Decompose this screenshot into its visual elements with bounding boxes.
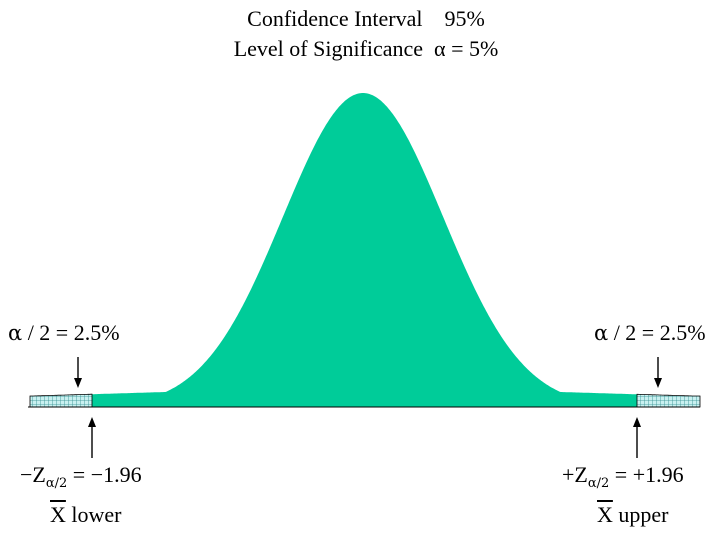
acceptance-region — [92, 93, 637, 407]
right-tail-area-text: / 2 = 2.5% — [608, 320, 706, 345]
z-subscript: α/2 — [45, 476, 68, 491]
x-lower-word: lower — [65, 502, 122, 527]
right-area-arrow — [654, 357, 662, 388]
x-upper-word: upper — [612, 502, 669, 527]
right-tail-area-label: α / 2 = 2.5% — [594, 320, 706, 346]
x-bar-symbol: X — [50, 502, 66, 527]
x-upper-label: X upper — [597, 502, 668, 528]
left-rejection-tail — [29, 393, 93, 408]
left-tail-area-text: / 2 = 2.5% — [22, 320, 120, 345]
title-line-1: Confidence Interval 95% — [247, 6, 485, 31]
title-line-2: Level of Significance α = 5% — [233, 36, 499, 61]
z-symbol: −Z — [20, 462, 46, 487]
left-z-value: = −1.96 — [67, 462, 142, 487]
left-critical-arrow — [88, 417, 96, 458]
left-area-arrow — [74, 357, 82, 388]
right-critical-arrow — [633, 417, 641, 458]
left-tail-area-label: α / 2 = 2.5% — [8, 320, 120, 346]
alpha-symbol: α — [594, 321, 609, 345]
alpha-symbol: α — [8, 321, 23, 345]
right-z-value: = +1.96 — [609, 462, 684, 487]
z-subscript: α/2 — [587, 476, 610, 491]
x-bar-symbol: X — [597, 502, 613, 527]
x-lower-label: X lower — [50, 502, 121, 528]
right-rejection-tail — [636, 393, 701, 408]
z-symbol: +Z — [562, 462, 588, 487]
right-critical-z-label: +Zα/2 = +1.96 — [562, 462, 684, 492]
left-critical-z-label: −Zα/2 = −1.96 — [20, 462, 142, 492]
